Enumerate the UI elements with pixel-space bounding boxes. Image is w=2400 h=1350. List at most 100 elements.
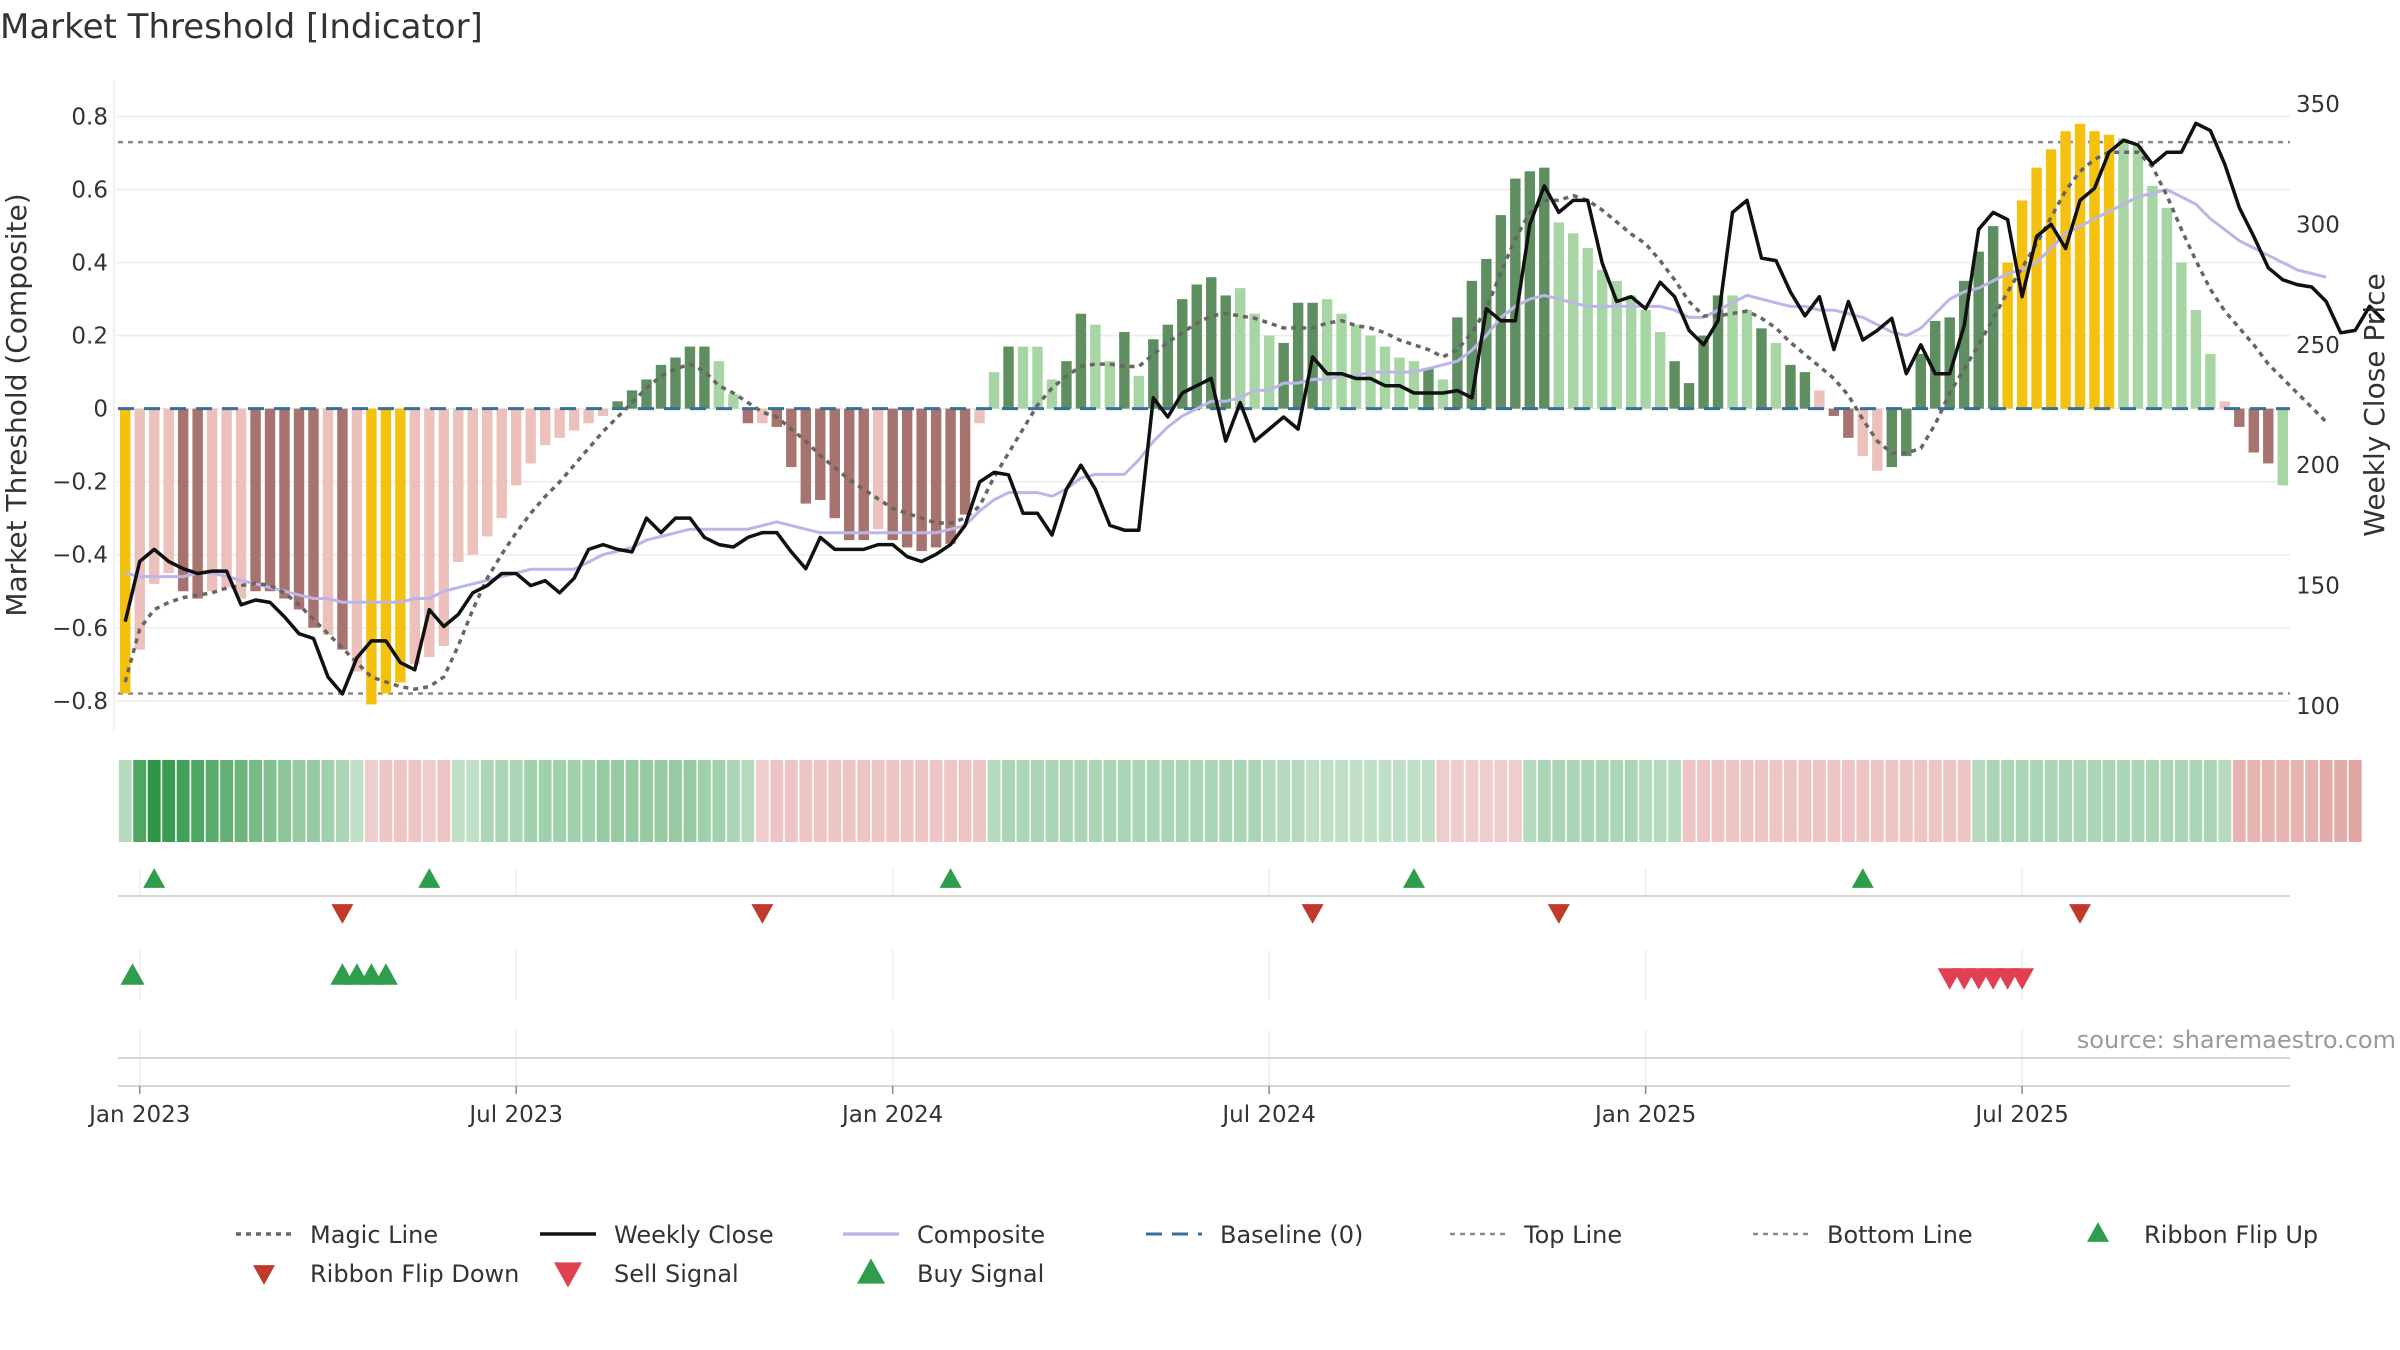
ribbon-cell	[1088, 760, 1102, 842]
composite-bar	[1394, 357, 1405, 409]
ribbon-cell	[191, 760, 205, 842]
ribbon-cell	[1711, 760, 1725, 842]
ribbon-cell	[263, 760, 277, 842]
composite-bar	[1234, 288, 1246, 409]
legend-label: Buy Signal	[917, 1260, 1044, 1288]
ribbon-cell	[1885, 760, 1899, 842]
y-tick-label: 0.6	[71, 178, 108, 204]
ribbon-cell	[1060, 760, 1073, 842]
composite-bar	[1582, 247, 1593, 409]
y-tick-label: −0.8	[52, 689, 108, 715]
signal-markers	[120, 963, 2035, 990]
ribbon-cell	[2218, 760, 2232, 842]
ribbon-cell	[2348, 760, 2362, 842]
y-tick-label: −0.2	[52, 470, 108, 496]
ribbon-flip-down-marker	[1301, 904, 1324, 924]
composite-bar	[2074, 123, 2086, 409]
composite-bar	[1423, 368, 1434, 409]
composite-bar	[148, 408, 160, 584]
composite-bar	[1017, 346, 1029, 409]
ribbon-cell	[915, 760, 929, 842]
composite-bar	[1336, 313, 1347, 409]
ribbon-cell	[1233, 760, 1247, 842]
ribbon-flip-up-marker	[1403, 868, 1425, 888]
composite-bar	[2277, 408, 2288, 486]
ribbon-flip-down-marker	[751, 904, 774, 924]
composite-bar	[1568, 233, 1579, 409]
composite-bar	[1987, 226, 1999, 409]
ribbon-cell	[1002, 760, 1015, 842]
composite-bar	[1944, 317, 1955, 409]
ribbon-cell	[1726, 760, 1739, 842]
ribbon-cell	[1870, 760, 1884, 842]
composite-bar	[597, 408, 609, 416]
x-axis-ticks: Jan 2023 Jul 2023 Jan 2024 Jul 2024 Jan 2025…	[87, 1086, 2069, 1128]
composite-bar	[583, 408, 594, 424]
ribbon-cell	[596, 760, 610, 842]
composite-bar	[684, 346, 696, 409]
ribbon-cell	[1812, 760, 1826, 842]
composite-bar	[1654, 331, 1666, 409]
y-axis-label: Market Threshold (Composite)	[0, 193, 33, 616]
ribbon-cell	[147, 760, 161, 842]
composite-bar	[2002, 262, 2013, 409]
composite-bar	[1958, 280, 1970, 409]
ribbon-cell	[495, 760, 509, 842]
ribbon-cell	[234, 760, 248, 842]
composite-bar	[1466, 280, 1478, 409]
ribbon-cell	[292, 760, 306, 842]
ribbon-cell	[683, 760, 697, 842]
ribbon-cell	[393, 760, 407, 842]
ribbon-cell	[2261, 760, 2275, 842]
x-tick-label: Jan 2023	[87, 1102, 190, 1128]
ribbon-flip-markers	[143, 868, 2091, 924]
ribbon-cell	[640, 760, 653, 842]
ribbon-cell	[408, 760, 422, 842]
ribbon-cell	[1639, 760, 1653, 842]
composite-bar	[655, 364, 667, 409]
ribbon-cell	[625, 760, 639, 842]
ribbon-cell	[567, 760, 581, 842]
ribbon-cell	[451, 760, 465, 842]
composite-bar	[1756, 328, 1767, 409]
legend-label: Baseline (0)	[1220, 1221, 1363, 1249]
composite-bar	[1712, 295, 1724, 409]
composite-bar	[1640, 310, 1651, 409]
ribbon-cell	[1364, 760, 1377, 842]
composite-bar	[800, 408, 812, 504]
ribbon-cell	[611, 760, 624, 842]
composite-bar	[930, 408, 942, 548]
composite-bar	[293, 408, 305, 610]
y-tick-label: 0	[93, 397, 108, 423]
ribbon-cell	[205, 760, 219, 842]
composite-bar	[1408, 361, 1420, 409]
ribbon-cell	[1190, 760, 1204, 842]
ribbon-cell	[1552, 760, 1566, 842]
ribbon-cell	[2174, 760, 2188, 842]
composite-bar	[1930, 321, 1941, 409]
x-tick-label: Jan 2025	[1593, 1102, 1696, 1128]
x-tick-label: Jul 2023	[467, 1102, 563, 1128]
composite-bar	[250, 408, 261, 592]
composite-bar	[1452, 317, 1463, 409]
ribbon-cell	[1856, 760, 1870, 842]
ribbon-cell	[2117, 760, 2130, 842]
ribbon-cell	[2030, 760, 2044, 842]
ribbon-cell	[1755, 760, 1768, 842]
ribbon-cell	[1610, 760, 1624, 842]
magic-line	[123, 150, 2328, 691]
y2-axis-label: Weekly Close Price	[2358, 273, 2391, 536]
ribbon-cell	[828, 760, 842, 842]
composite-bar	[120, 408, 131, 694]
composite-bar	[1220, 295, 1231, 409]
ribbon-cell	[929, 760, 943, 842]
composite-bar	[482, 408, 493, 537]
composite-bar	[1263, 335, 1275, 409]
composite-bar	[192, 408, 203, 599]
ribbon-cell	[1291, 760, 1305, 842]
buy-signal-marker	[120, 963, 145, 985]
x-tick-label: Jul 2024	[1220, 1102, 1316, 1128]
ribbon-cell	[509, 760, 523, 842]
y2-tick-label: 150	[2296, 574, 2340, 600]
